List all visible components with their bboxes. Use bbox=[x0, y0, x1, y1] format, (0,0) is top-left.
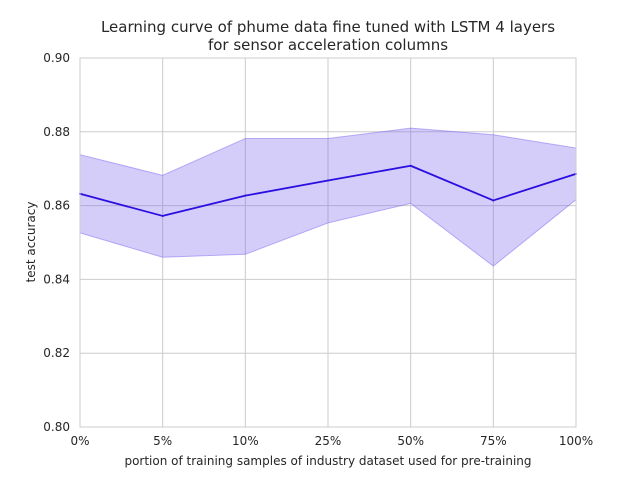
series-line-segment bbox=[492, 172, 577, 202]
x-tick-label: 100% bbox=[559, 434, 593, 448]
x-tick-label: 5% bbox=[153, 434, 172, 448]
x-tick-label: 75% bbox=[480, 434, 507, 448]
series-line-segment bbox=[327, 164, 412, 182]
plot-border bbox=[79, 57, 577, 428]
data-point bbox=[492, 199, 495, 202]
x-tick-labels: 0% 5% 10% 25% 50% 75% 100% bbox=[70, 434, 593, 448]
x-tick-label: 25% bbox=[315, 434, 342, 448]
series-line-segment bbox=[244, 179, 329, 197]
y-tick-label: 0.90 bbox=[43, 51, 70, 65]
data-point bbox=[327, 179, 329, 182]
y-tick-label: 0.88 bbox=[43, 125, 70, 139]
y-tick-label: 0.82 bbox=[43, 346, 70, 360]
y-tick-label: 0.86 bbox=[43, 199, 70, 213]
x-tick-label: 50% bbox=[397, 434, 424, 448]
plot-frame bbox=[79, 57, 577, 428]
data-point bbox=[161, 215, 164, 217]
data-point bbox=[244, 194, 247, 197]
chart-title-line2: for sensor acceleration columns bbox=[208, 36, 448, 54]
series-line-segment bbox=[409, 164, 495, 202]
x-tick-label: 0% bbox=[70, 434, 89, 448]
y-tick-label: 0.80 bbox=[43, 420, 70, 434]
x-tick-label: 10% bbox=[232, 434, 259, 448]
series-line-segment bbox=[79, 192, 164, 217]
series-line-segment bbox=[161, 194, 247, 217]
data-point bbox=[409, 164, 412, 167]
y-axis-label: test accuracy bbox=[24, 202, 38, 283]
y-tick-label: 0.84 bbox=[43, 272, 70, 286]
chart-title-line1: Learning curve of phume data fine tuned … bbox=[101, 18, 555, 36]
y-tick-labels: 0.80 0.82 0.84 0.86 0.88 0.90 bbox=[43, 51, 70, 434]
x-axis-label: portion of training samples of industry … bbox=[124, 454, 531, 468]
